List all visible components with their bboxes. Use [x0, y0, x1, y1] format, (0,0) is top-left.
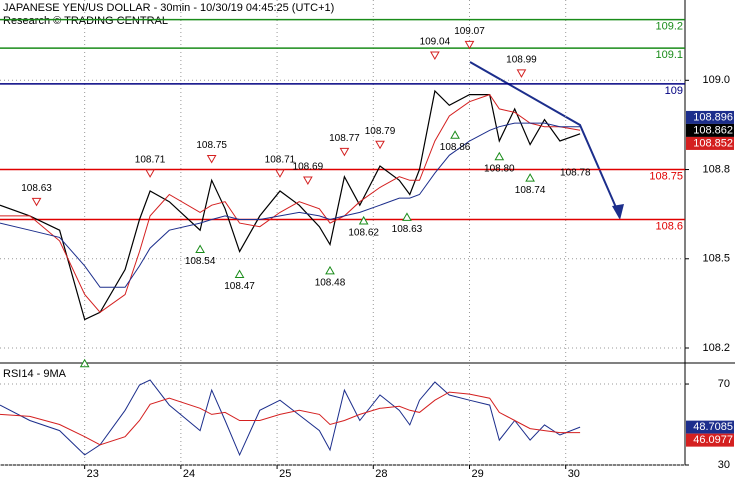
- pivot-high-marker: [303, 176, 313, 185]
- pivot-label: 108.86: [440, 142, 471, 153]
- price-tag-label: 108.852: [693, 137, 733, 149]
- pivot-label: 109.04: [420, 37, 451, 48]
- pivot-low-marker: [325, 265, 335, 275]
- chart-title: JAPANESE YEN/US DOLLAR - 30min - 10/30/1…: [3, 2, 334, 14]
- pivot-low-marker: [402, 212, 412, 221]
- pivot-high-marker: [429, 51, 440, 61]
- pivot-low-marker: [79, 358, 90, 368]
- pivot-label: 108.79: [365, 126, 396, 137]
- series-line: [0, 89, 581, 321]
- pivot-label: 108.99: [506, 55, 537, 66]
- price-tag: [686, 136, 734, 150]
- x-tick-label: 23: [87, 468, 99, 480]
- price-tag: [686, 123, 734, 137]
- x-tick-label: 30: [568, 468, 580, 480]
- pivot-label: 108.63: [392, 224, 423, 235]
- pivot-label: 108.62: [348, 228, 379, 239]
- pivot-high-marker: [206, 155, 217, 164]
- level-label: 109.1: [655, 49, 683, 61]
- level-label: 108.6: [655, 220, 683, 232]
- pivot-label: 108.71: [265, 154, 296, 165]
- rsi-title: RSI14 - 9MA: [3, 368, 67, 380]
- pivot-label: 108.54: [185, 256, 216, 267]
- price-tag: [686, 420, 734, 434]
- pivot-low-marker: [234, 269, 245, 278]
- y-tick-label: 70: [718, 378, 730, 390]
- y-tick-label: 30: [718, 459, 730, 471]
- pivot-low-marker: [358, 215, 369, 225]
- y-tick-label: 108.2: [702, 342, 730, 354]
- chart-subtitle: Research © TRADING CENTRAL: [3, 15, 168, 27]
- level-label: 108.75: [649, 170, 683, 182]
- level-label: 109.2: [655, 21, 683, 33]
- arrow-head: [612, 204, 624, 220]
- pivot-high-marker: [375, 140, 385, 150]
- price-tag: [686, 433, 734, 447]
- series-line: [0, 379, 581, 457]
- x-tick-label: 29: [471, 468, 483, 480]
- pivot-low-marker: [450, 130, 460, 139]
- x-tick-label: 24: [183, 468, 195, 480]
- pivot-label: 108.78: [560, 167, 591, 178]
- pivot-label: 108.71: [135, 154, 166, 165]
- series-line: [0, 122, 581, 288]
- series-line: [0, 391, 581, 446]
- pivot-high-marker: [31, 197, 42, 207]
- price-tag-label: 108.862: [693, 124, 733, 136]
- pivot-label: 108.74: [515, 185, 546, 196]
- pivot-high-marker: [275, 169, 285, 178]
- x-tick-label: 28: [375, 468, 387, 480]
- price-tag-label: 108.896: [693, 111, 733, 123]
- y-tick-label: 108.8: [702, 163, 730, 175]
- pivot-label: 108.48: [315, 278, 346, 289]
- y-tick-label: 108.5: [702, 253, 730, 265]
- pivot-high-marker: [145, 169, 155, 178]
- price-tag-label: 48.7085: [693, 421, 733, 433]
- pivot-high-marker: [464, 40, 475, 50]
- y-tick-label: 109.0: [702, 74, 730, 86]
- pivot-low-marker: [494, 151, 505, 161]
- pivot-label: 108.80: [484, 163, 515, 174]
- pivot-low-marker: [525, 173, 535, 182]
- series-line: [0, 93, 581, 313]
- pivot-label: 108.63: [21, 183, 52, 194]
- pivot-label: 108.69: [293, 162, 324, 173]
- trend-arrow: [469, 61, 619, 213]
- pivot-label: 108.47: [224, 281, 255, 292]
- pivot-high-marker: [339, 147, 350, 157]
- x-tick-label: 25: [279, 468, 291, 480]
- pivot-label: 109.07: [454, 26, 485, 37]
- price-tag-label: 46.0977: [693, 434, 733, 446]
- pivot-label: 108.75: [196, 140, 227, 151]
- pivot-high-marker: [516, 69, 527, 78]
- pivot-label: 108.77: [329, 133, 360, 144]
- price-tag: [686, 110, 734, 124]
- pivot-low-marker: [195, 244, 205, 253]
- level-label: 109: [665, 85, 683, 97]
